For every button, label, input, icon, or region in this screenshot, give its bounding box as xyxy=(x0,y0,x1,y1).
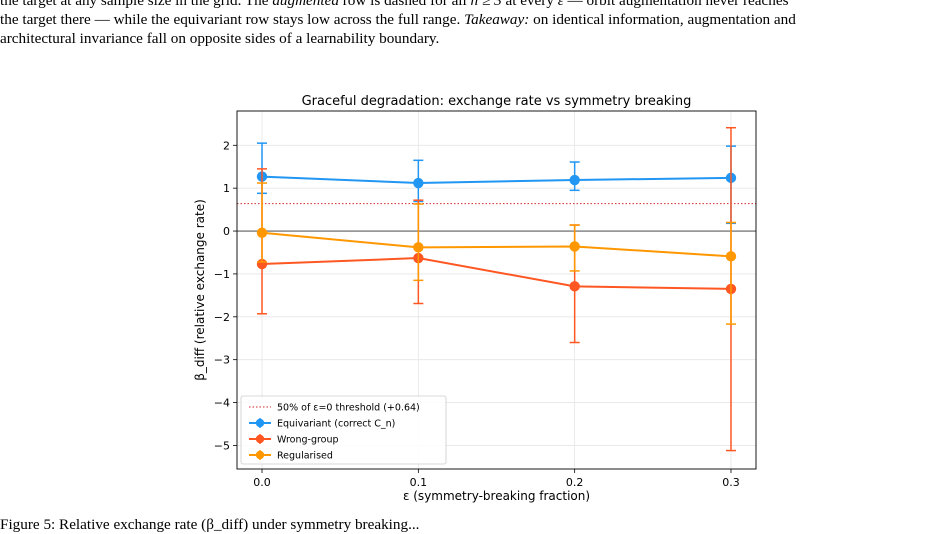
data-point xyxy=(569,174,580,186)
caption-emphasis-augmented: augmented xyxy=(272,0,339,9)
caption-line-2-text: the target there — while the equivariant… xyxy=(0,11,461,28)
series-line xyxy=(261,257,732,290)
caption-bottom: Figure 5: Relative exchange rate (β_diff… xyxy=(0,516,420,533)
legend-label: Wrong-group xyxy=(277,435,339,446)
legend-label: Equivariant (correct C_n) xyxy=(277,419,395,430)
data-point xyxy=(256,227,268,238)
caption-top: the target at any sample size in the gri… xyxy=(0,0,948,48)
x-tick-label: 0.2 xyxy=(566,476,584,489)
y-axis-label: β_diff (relative exchange rate) xyxy=(193,199,207,381)
caption-line-3: architectural invariance fall on opposit… xyxy=(0,30,440,47)
x-axis-label: ε (symmetry-breaking fraction) xyxy=(403,489,590,503)
data-point xyxy=(413,177,424,189)
caption-line-1-part-d: — orbit augmentation never reaches xyxy=(563,0,789,9)
y-tick-label: −4 xyxy=(214,397,230,410)
legend-swatch-marker xyxy=(255,434,265,444)
legend-box xyxy=(240,395,447,465)
x-tick-label: 0.1 xyxy=(410,476,428,489)
legend-label: Regularised xyxy=(277,451,333,462)
reference-lines xyxy=(237,203,756,232)
caption-math-n: n ≥ 3 xyxy=(470,0,502,9)
y-tick-label: 2 xyxy=(223,139,230,152)
legend-swatch-marker xyxy=(255,418,265,428)
chart-legend: 50% of ε=0 threshold (+0.64) Equivariant … xyxy=(240,395,447,465)
y-tick-label: −1 xyxy=(214,268,230,281)
data-point xyxy=(413,242,424,253)
data-point xyxy=(569,241,580,252)
y-tick-label: 1 xyxy=(223,182,230,195)
series-line xyxy=(261,231,732,258)
data-point xyxy=(569,281,580,292)
caption-math-epsilon: ε xyxy=(557,0,564,9)
caption-line-1-part-b: row is dashed for all xyxy=(338,0,471,9)
legend-threshold-label: 50% of ε=0 threshold (+0.64) xyxy=(277,403,420,414)
caption-takeaway-label: Takeaway: xyxy=(464,11,530,28)
caption-line-1-part-c: at every xyxy=(501,0,558,9)
y-tick-label: −3 xyxy=(214,354,230,367)
caption-takeaway-text: on identical information, augmentation a… xyxy=(529,11,796,28)
series-0 xyxy=(256,142,737,225)
data-point xyxy=(725,251,737,262)
series-2 xyxy=(256,182,737,325)
x-tick-label: 0.0 xyxy=(253,476,271,489)
x-tick-label: 0.3 xyxy=(722,476,740,489)
y-tick-label: −5 xyxy=(214,439,230,452)
caption-line-1: the target at any sample size in the gri… xyxy=(0,0,948,10)
legend-swatch-marker xyxy=(255,450,265,460)
tick-layer: 0.0 0.1 0.2 0.3 −5 −4 −3 −2 −1 0 1 2 xyxy=(214,139,740,489)
caption-line-2: the target there — while the equivariant… xyxy=(0,10,948,29)
series-line xyxy=(261,175,732,185)
caption-line-1-part-a: the target at any sample size in the gri… xyxy=(0,0,273,9)
chart-title: Graceful degradation: exchange rate vs s… xyxy=(302,94,692,109)
axes-frame xyxy=(236,110,757,470)
y-tick-label: −2 xyxy=(214,311,230,324)
y-tick-label: 0 xyxy=(223,225,230,238)
series-layer xyxy=(256,126,737,452)
